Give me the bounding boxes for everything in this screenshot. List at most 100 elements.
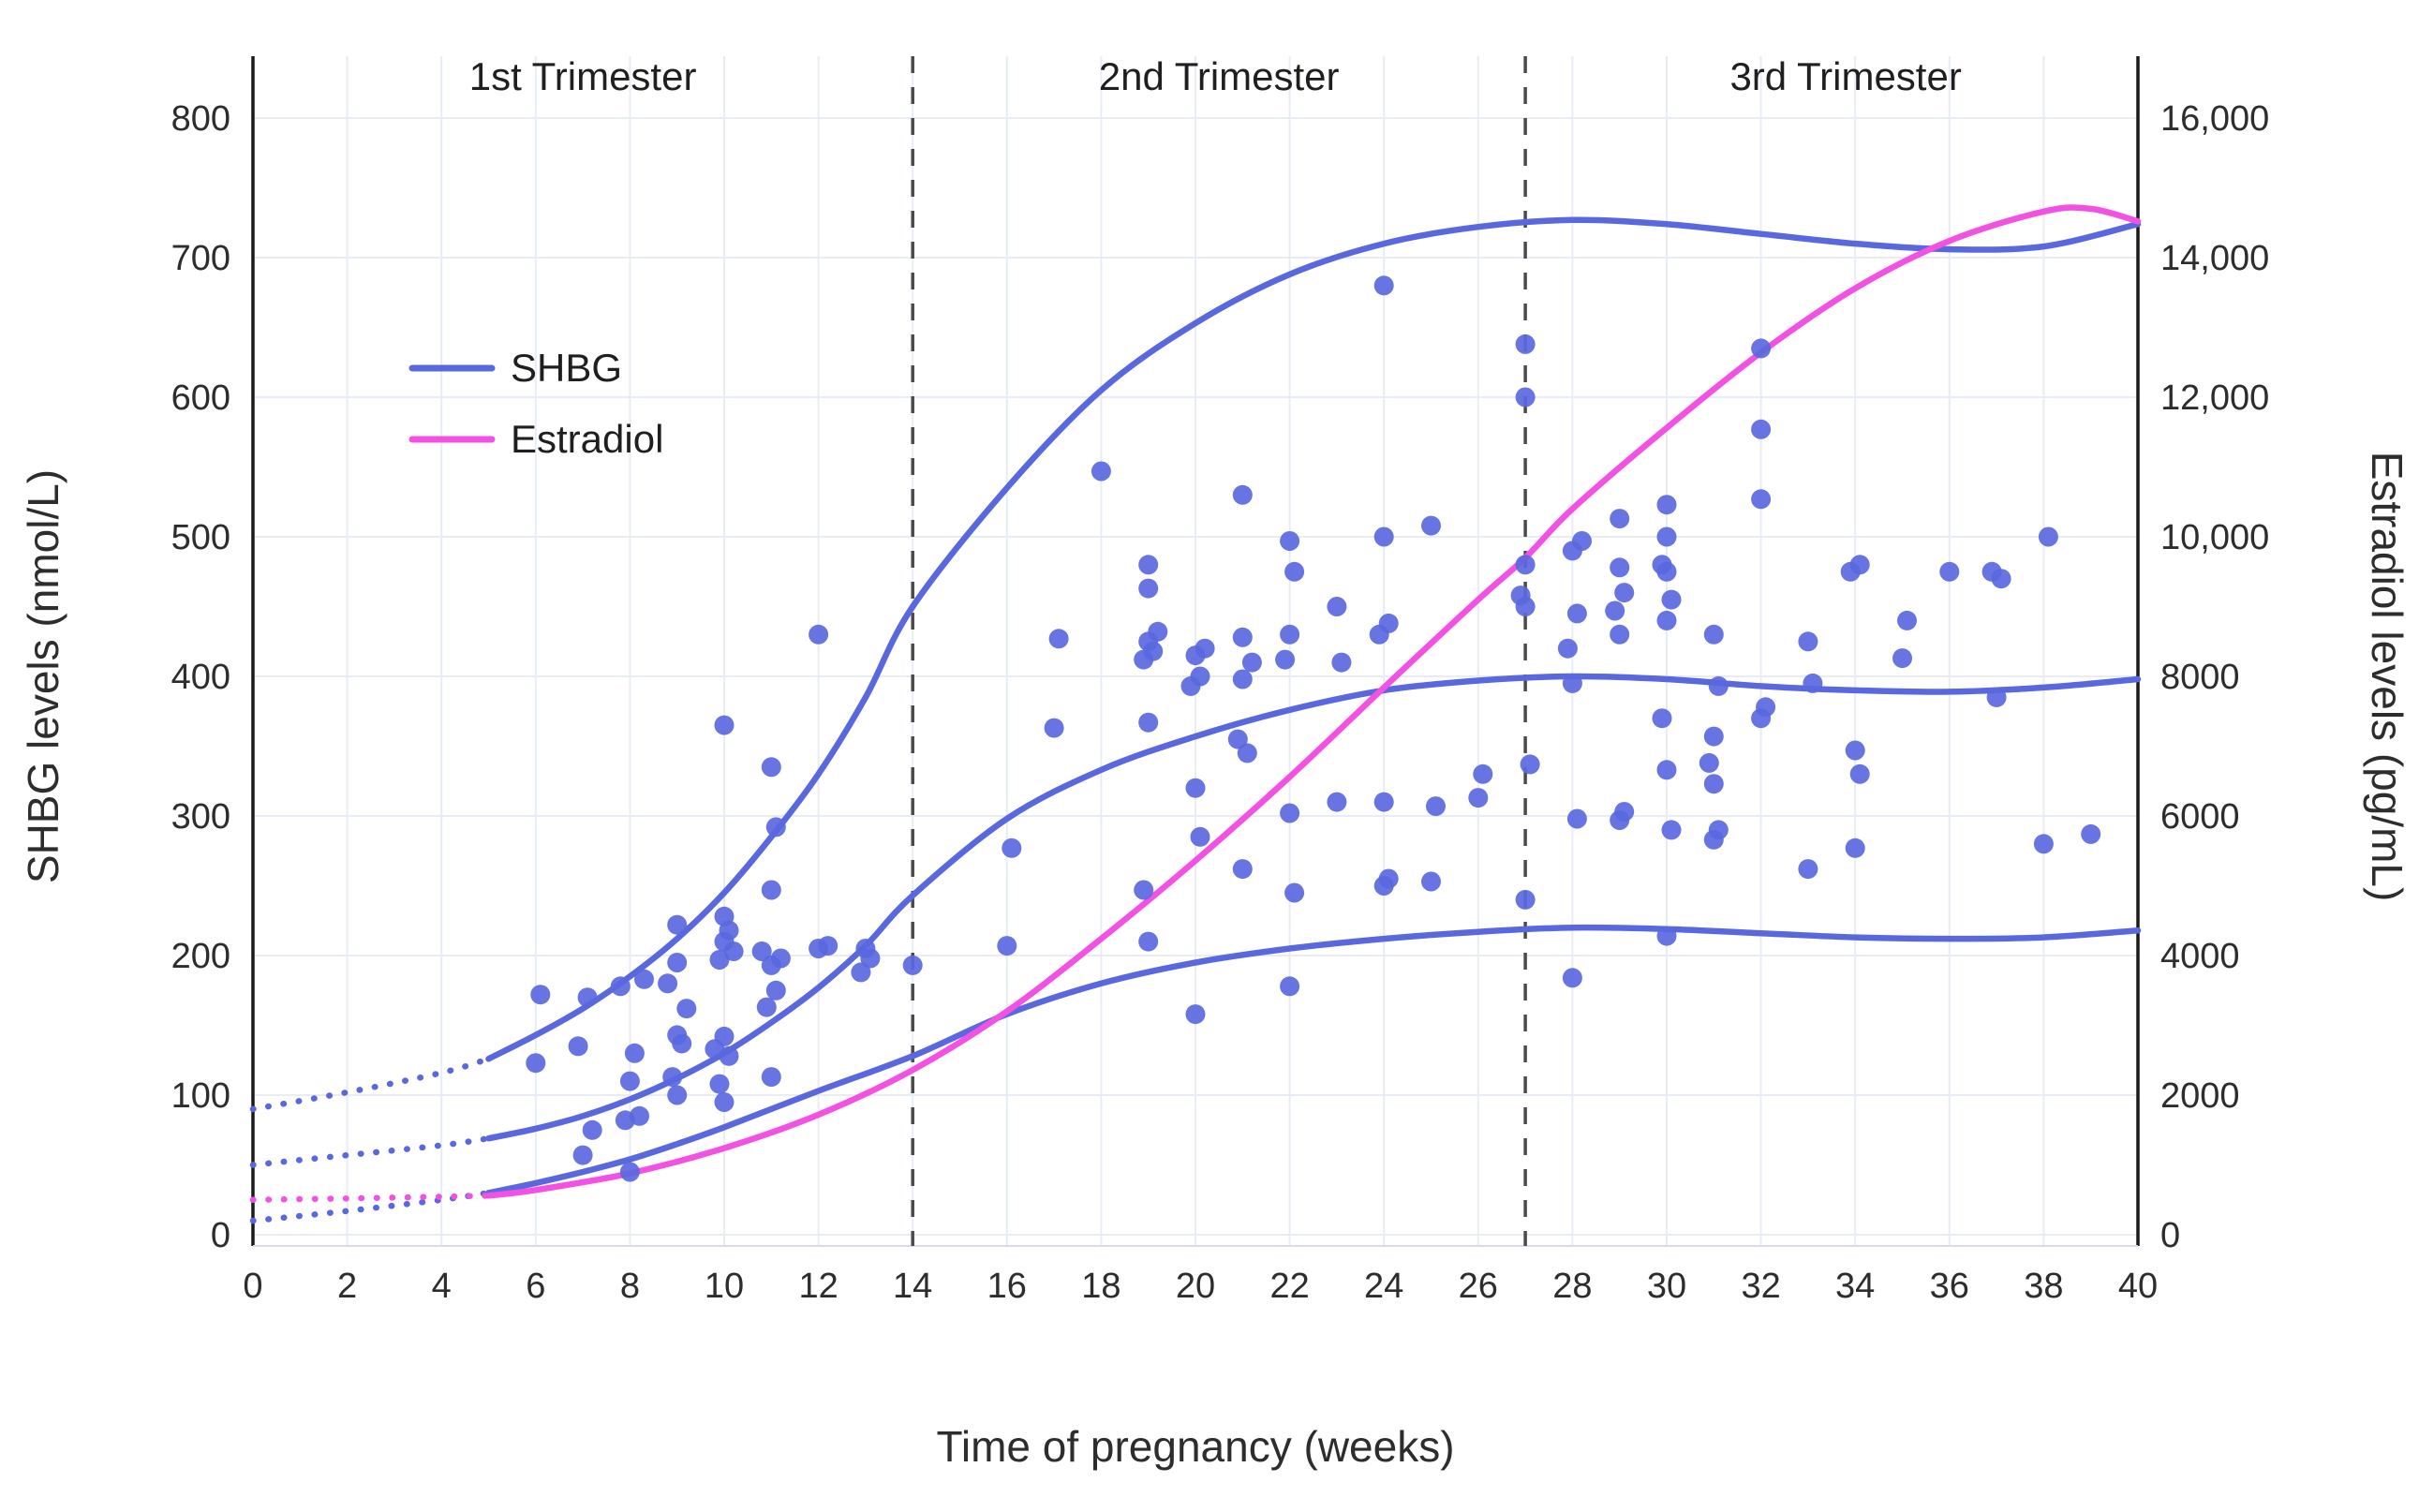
scatter-point <box>1661 589 1682 610</box>
scatter-point <box>1134 880 1154 900</box>
scatter-point <box>1610 557 1630 578</box>
scatter-point <box>1275 649 1296 670</box>
scatter-point <box>714 715 735 735</box>
x-axis-title: Time of pregnancy (weeks) <box>936 1422 1454 1471</box>
scatter-point <box>1284 882 1305 903</box>
trimester-divider-lines <box>911 56 1527 1246</box>
scatter-point <box>667 1025 688 1045</box>
scatter-point <box>1232 484 1253 505</box>
scatter-point <box>1373 792 1394 812</box>
scatter-point <box>1708 820 1729 840</box>
scatter-point <box>1756 697 1776 718</box>
y-right-tick-label: 14,000 <box>2160 239 2269 278</box>
scatter-point <box>1751 419 1772 439</box>
scatter-point <box>1138 555 1159 575</box>
scatter-point <box>1280 803 1300 823</box>
scatter-point <box>526 1053 546 1074</box>
scatter-point <box>1284 561 1305 582</box>
x-tick-label: 24 <box>1364 1267 1403 1306</box>
scatter-point <box>1048 629 1069 649</box>
scatter-point <box>1798 631 1818 652</box>
shbg-median-curve-solid-segment <box>485 673 2142 1142</box>
scatter-point <box>1656 926 1677 946</box>
scatter-point <box>1849 763 1870 784</box>
y-right-tick-label: 10,000 <box>2160 518 2269 557</box>
scatter-point <box>1897 610 1917 630</box>
scatter-point <box>582 1119 602 1140</box>
scatter-point <box>1421 871 1441 892</box>
region-label: 3rd Trimester <box>1729 54 1961 98</box>
scatter-point <box>1939 561 1960 582</box>
scatter-point <box>751 941 772 961</box>
estradiol-curve-solid-segment <box>485 204 2142 1199</box>
scatter-point <box>1986 687 2007 707</box>
scatter-point <box>902 955 923 975</box>
scatter-point <box>765 817 786 838</box>
scatter-point <box>1614 583 1635 603</box>
y-left-tick-label: 200 <box>171 937 230 976</box>
x-tick-label: 6 <box>526 1267 545 1306</box>
x-tick-label: 10 <box>705 1267 744 1306</box>
scatter-point <box>1227 729 1248 749</box>
x-tick-label: 38 <box>2024 1267 2063 1306</box>
scatter-point <box>1373 526 1394 547</box>
y-right-tick-label: 6000 <box>2160 797 2240 837</box>
y-left-tick-labels: 0 100 200 300 400 500 600 700 800 <box>171 99 230 1255</box>
x-tick-label: 22 <box>1269 1267 1309 1306</box>
x-tick-label: 4 <box>432 1267 452 1306</box>
scatter-point <box>1148 621 1168 642</box>
scatter-point <box>1091 461 1111 482</box>
x-tick-label: 36 <box>1930 1267 1969 1306</box>
estradiol-curve-dotted-segment <box>249 1193 492 1204</box>
scatter-point <box>855 939 876 958</box>
y-right-tick-label: 12,000 <box>2160 378 2269 418</box>
scatter-point <box>1661 820 1682 840</box>
scatter-point <box>1190 826 1210 847</box>
y-right-tick-label: 0 <box>2160 1216 2180 1255</box>
scatter-point <box>756 997 777 1017</box>
legend: SHBG Estradiol <box>408 346 663 461</box>
y-left-tick-label: 700 <box>171 239 230 278</box>
scatter-point <box>1331 652 1352 673</box>
scatter-point <box>1138 931 1159 952</box>
scatter-point <box>761 1067 781 1088</box>
scatter-point <box>630 1105 649 1126</box>
scatter-point <box>1515 889 1536 910</box>
shbg-upper-curve-dotted-segment <box>249 1056 492 1113</box>
scatter-point <box>1426 796 1446 817</box>
scatter-point <box>714 1092 735 1112</box>
scatter-point <box>568 1036 588 1057</box>
scatter-point <box>662 1067 683 1088</box>
scatter-point <box>1845 838 1865 858</box>
scatter-point <box>572 1145 593 1165</box>
scatter-point <box>1610 509 1630 529</box>
scatter-point <box>714 906 735 926</box>
scatter-point <box>1327 597 1347 616</box>
scatter-point <box>658 973 678 994</box>
shbg-percentile-curves <box>249 216 2142 1224</box>
scatter-point <box>770 948 791 969</box>
region-label: 1st Trimester <box>469 54 697 98</box>
scatter-point <box>1510 586 1531 606</box>
scatter-point <box>1703 726 1724 747</box>
scatter-point <box>1562 673 1582 693</box>
x-tick-label: 8 <box>620 1267 640 1306</box>
scatter-point <box>1473 763 1493 784</box>
scatter-point <box>1138 578 1159 599</box>
scatter-point <box>709 1074 730 1094</box>
legend-label-shbg: SHBG <box>511 346 622 390</box>
y-right-tick-label: 8000 <box>2160 658 2240 697</box>
scatter-point <box>2081 823 2101 844</box>
scatter-point <box>1195 638 1215 659</box>
x-tick-label: 26 <box>1459 1267 1498 1306</box>
scatter-point <box>1237 743 1257 763</box>
scatter-point <box>619 1162 640 1182</box>
shbg-lower-curve-solid-segment <box>485 924 2142 1196</box>
scatter-point <box>1557 638 1578 659</box>
scatter-point <box>1280 624 1300 645</box>
scatter-point <box>667 1085 688 1105</box>
x-tick-label: 14 <box>893 1267 932 1306</box>
legend-label-estradiol: Estradiol <box>511 417 663 461</box>
y-left-tick-label: 100 <box>171 1076 230 1116</box>
x-tick-label: 32 <box>1741 1267 1780 1306</box>
